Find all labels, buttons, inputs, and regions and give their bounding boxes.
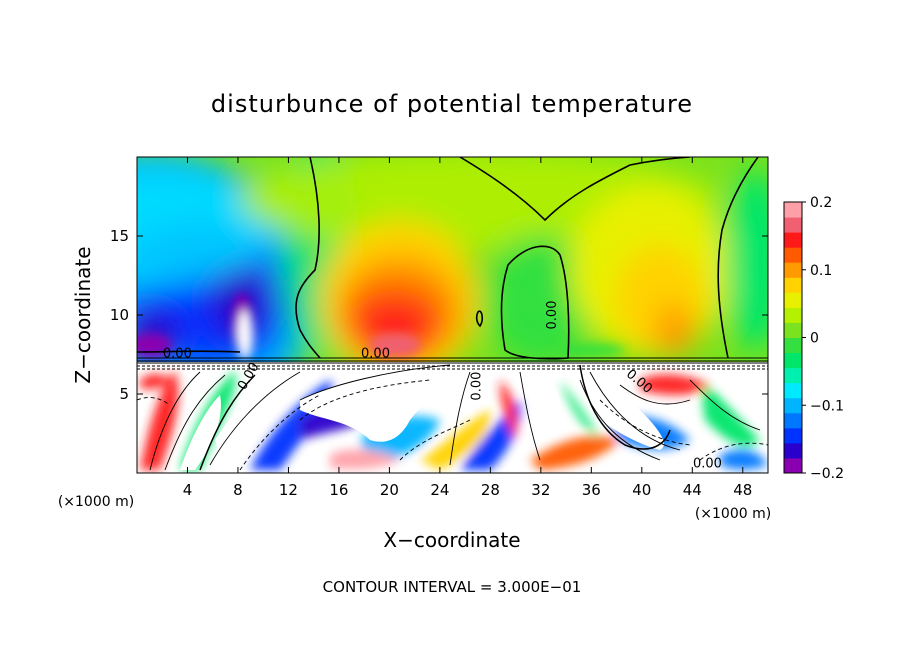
x-tick-label: 44	[683, 481, 702, 499]
x-tick-label: 4	[183, 481, 193, 499]
contour-label: 0.00	[469, 372, 484, 401]
y-tick-label: 5	[119, 385, 129, 403]
colorbar-tick-label: −0.2	[810, 466, 844, 482]
x-tick-label: 20	[380, 481, 399, 499]
colorbar-tick-label: 0.2	[810, 195, 832, 211]
y-tick-label: 15	[110, 227, 129, 245]
colorbar-swatch	[784, 412, 802, 429]
x-tick-label: 8	[233, 481, 243, 499]
colorbar-swatch	[784, 307, 802, 323]
x-tick-label: 24	[430, 481, 449, 499]
colorbar-swatch	[784, 427, 802, 444]
colorbar: 0.2 0.1 0 −0.1 −0.2	[783, 195, 844, 482]
colorbar-swatch	[784, 382, 802, 399]
colorbar-tick-label: −0.1	[810, 398, 844, 414]
colorbar-swatch	[784, 232, 802, 248]
colorbar-swatch	[784, 277, 802, 293]
x-tick-label: 16	[329, 481, 348, 499]
x-tick-label: 48	[733, 481, 752, 499]
contour-label: 0.00	[545, 301, 560, 330]
y-axis-label: Z−coordinate	[71, 246, 95, 383]
contour-label: 0.00	[693, 456, 722, 471]
x-unit-right: (×1000 m)	[695, 506, 771, 522]
chart-title: disturbunce of potential temperature	[211, 90, 693, 118]
x-unit-left: (×1000 m)	[58, 494, 134, 510]
x-tick-label: 28	[481, 481, 500, 499]
colorbar-tick-label: 0	[810, 331, 819, 347]
colorbar-swatch	[784, 352, 802, 369]
colorbar-swatch	[784, 322, 802, 338]
colorbar-swatch	[784, 217, 802, 233]
contour-label: 0.00	[163, 347, 192, 362]
x-axis-label: X−coordinate	[383, 528, 520, 552]
heatmap-field: 0.00 0.000.000.000.00 0.000.00	[137, 157, 768, 473]
y-tick-label: 10	[110, 306, 129, 324]
x-tick-label: 36	[582, 481, 601, 499]
colorbar-tick-label: 0.1	[810, 263, 832, 279]
colorbar-swatch	[784, 202, 802, 218]
contour-interval-note: CONTOUR INTERVAL = 3.000E−01	[323, 578, 582, 596]
colorbar-swatch	[784, 457, 802, 474]
colorbar-swatch	[784, 397, 802, 414]
colorbar-swatch	[784, 247, 802, 263]
x-tick-label: 12	[279, 481, 298, 499]
colorbar-swatch	[784, 442, 802, 459]
contour-label: 0.00	[361, 347, 390, 362]
colorbar-swatch	[784, 367, 802, 384]
colorbar-swatch	[784, 262, 802, 278]
colorbar-swatch	[784, 337, 802, 354]
x-tick-label: 40	[632, 481, 651, 499]
colorbar-swatch	[784, 292, 802, 308]
x-tick-label: 32	[531, 481, 550, 499]
